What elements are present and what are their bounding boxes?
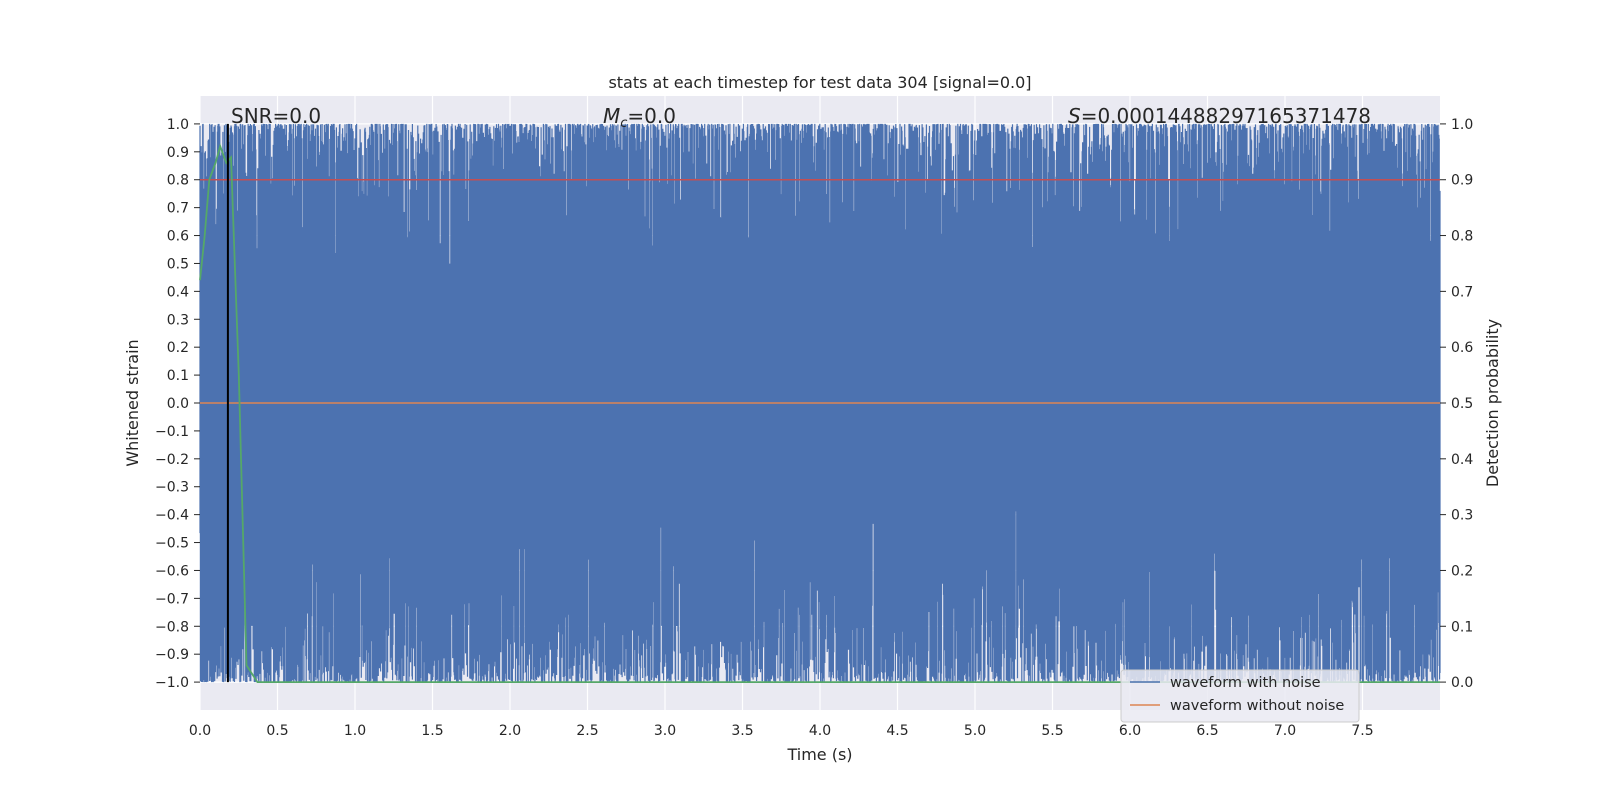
x-tick-label: 7.0 bbox=[1274, 723, 1296, 739]
y-tick-label-right: 0.1 bbox=[1451, 619, 1473, 635]
y-tick-label-right: 0.9 bbox=[1451, 173, 1473, 189]
chart-title: stats at each timestep for test data 304… bbox=[608, 73, 1031, 92]
y-tick-label-left: 0.0 bbox=[167, 396, 189, 412]
y-tick-label-left: 1.0 bbox=[167, 117, 189, 133]
legend: waveform with noise waveform without noi… bbox=[1120, 669, 1360, 723]
y-tick-label-right: 0.6 bbox=[1451, 340, 1473, 356]
y-tick-label-left: −0.7 bbox=[155, 591, 189, 607]
mc-annotation: Mc=0.0 bbox=[603, 104, 676, 131]
x-tick-label: 2.0 bbox=[499, 723, 521, 739]
waveform-with-noise-line bbox=[199, 123, 1441, 683]
y-tick-label-right: 0.5 bbox=[1451, 396, 1473, 412]
y-tick-label-right: 0.8 bbox=[1451, 229, 1473, 245]
y-tick-label-left: 0.2 bbox=[167, 340, 189, 356]
snr-annotation: SNR=0.0 bbox=[231, 104, 321, 128]
y-tick-label-left: 0.8 bbox=[167, 173, 189, 189]
legend-box bbox=[1120, 669, 1360, 723]
y-tick-label-left: 0.3 bbox=[167, 312, 189, 328]
y-axis-left: 1.0 0.9 0.8 0.7 0.6 0.5 0.4 0.3 0.2 0.1 0.0 −0.1 −0.… bbox=[155, 117, 200, 691]
y-tick-label-left: 0.4 bbox=[167, 284, 189, 300]
y-tick-label-left: 0.7 bbox=[167, 201, 189, 217]
y-tick-label-left: −0.5 bbox=[155, 536, 189, 552]
y-tick-label-right: 0.2 bbox=[1451, 563, 1473, 579]
x-tick-label: 5.5 bbox=[1041, 723, 1063, 739]
x-tick-label: 1.0 bbox=[344, 723, 366, 739]
x-tick-label: 6.0 bbox=[1119, 723, 1141, 739]
y-tick-label-left: −1.0 bbox=[155, 675, 189, 691]
x-tick-label: 4.0 bbox=[809, 723, 831, 739]
y-tick-label-right: 1.0 bbox=[1451, 117, 1473, 133]
y-tick-label-left: −0.3 bbox=[155, 480, 189, 496]
y-axis-right: 1.0 0.9 0.8 0.7 0.6 0.5 0.4 0.3 0.2 0.1 0.0 bbox=[1440, 117, 1473, 691]
y-tick-label-left: −0.6 bbox=[155, 563, 189, 579]
x-tick-label: 2.5 bbox=[576, 723, 598, 739]
s-annotation: S=0.00014488297165371478 bbox=[1068, 104, 1371, 128]
x-tick-label: 0.0 bbox=[189, 723, 211, 739]
x-tick-label: 4.5 bbox=[886, 723, 908, 739]
y-axis-label-left: Whitened strain bbox=[123, 339, 142, 466]
y-tick-label-left: −0.4 bbox=[155, 508, 189, 524]
overlay-lines bbox=[199, 123, 1440, 683]
x-axis: 0.0 0.5 1.0 1.5 2.0 2.5 3.0 3.5 4.0 4.5 5.0 5.5 6.0 6… bbox=[189, 723, 1374, 739]
y-tick-label-left: 0.9 bbox=[167, 145, 189, 161]
x-tick-label: 6.5 bbox=[1196, 723, 1218, 739]
y-tick-label-left: −0.2 bbox=[155, 452, 189, 468]
y-tick-label-left: 0.5 bbox=[167, 256, 189, 272]
y-tick-label-right: 0.3 bbox=[1451, 508, 1473, 524]
series-waveform-with-noise bbox=[199, 123, 1441, 683]
x-tick-label: 7.5 bbox=[1351, 723, 1373, 739]
x-tick-label: 3.0 bbox=[654, 723, 676, 739]
y-tick-label-left: −0.1 bbox=[155, 424, 189, 440]
detection-probability-line bbox=[199, 143, 1440, 683]
x-axis-label: Time (s) bbox=[786, 745, 852, 764]
y-tick-label-right: 0.7 bbox=[1451, 284, 1473, 300]
y-tick-label-right: 0.4 bbox=[1451, 452, 1473, 468]
y-tick-label-left: 0.6 bbox=[167, 229, 189, 245]
y-tick-label-left: −0.9 bbox=[155, 647, 189, 663]
x-tick-label: 3.5 bbox=[731, 723, 753, 739]
y-tick-label-right: 0.0 bbox=[1451, 675, 1473, 691]
x-tick-label: 0.5 bbox=[266, 723, 288, 739]
x-tick-label: 1.5 bbox=[421, 723, 443, 739]
y-tick-label-left: −0.8 bbox=[155, 619, 189, 635]
legend-label-clean: waveform without noise bbox=[1170, 698, 1344, 714]
y-tick-label-left: 0.1 bbox=[167, 368, 189, 384]
legend-label-noise: waveform with noise bbox=[1170, 675, 1321, 691]
x-tick-label: 5.0 bbox=[964, 723, 986, 739]
y-axis-label-right: Detection probability bbox=[1483, 319, 1502, 487]
